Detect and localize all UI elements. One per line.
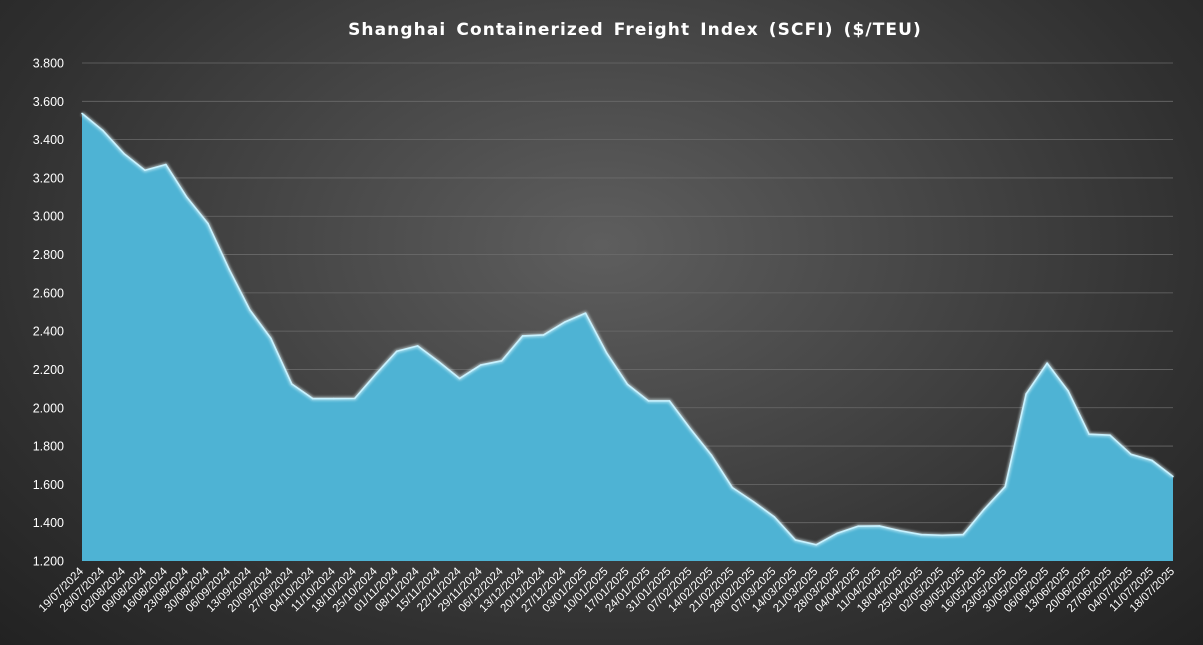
data-point <box>773 516 776 518</box>
y-tick-label: 3.000 <box>33 210 64 224</box>
data-point <box>584 312 587 314</box>
y-tick-label: 2.000 <box>33 401 64 415</box>
y-tick-label: 1.400 <box>33 516 64 530</box>
y-tick-label: 2.200 <box>33 363 64 377</box>
data-point <box>353 397 356 400</box>
y-tick-label: 1.200 <box>33 555 64 569</box>
data-point <box>1172 475 1174 478</box>
data-point <box>1109 434 1111 436</box>
data-point <box>186 196 188 199</box>
data-point <box>207 222 209 225</box>
data-point <box>1067 390 1069 392</box>
data-point <box>794 539 797 541</box>
data-point <box>395 350 398 353</box>
data-point <box>857 525 860 527</box>
y-tick-label: 3.800 <box>33 57 64 71</box>
data-point <box>1151 459 1153 462</box>
data-point <box>1025 393 1027 395</box>
data-point <box>836 532 839 535</box>
data-point <box>731 486 734 489</box>
data-point <box>941 534 944 537</box>
data-point <box>605 352 608 354</box>
data-point <box>521 335 524 337</box>
data-point <box>374 373 377 376</box>
data-point <box>626 383 629 386</box>
data-point <box>689 428 692 430</box>
data-point <box>416 345 419 347</box>
data-point <box>1088 433 1090 436</box>
data-point <box>123 152 125 155</box>
data-point <box>1004 485 1006 488</box>
data-point <box>228 267 230 270</box>
data-point <box>291 383 293 385</box>
y-tick-label: 1.600 <box>33 478 64 492</box>
data-point <box>270 337 272 340</box>
data-point <box>920 533 923 536</box>
area-fill <box>82 113 1173 562</box>
data-point <box>752 500 755 503</box>
y-tick-label: 2.600 <box>33 286 64 300</box>
data-point <box>81 112 83 115</box>
data-point <box>479 364 482 366</box>
data-point <box>165 163 167 166</box>
data-point <box>500 360 503 362</box>
y-tick-label: 1.800 <box>33 440 64 454</box>
data-point <box>437 360 440 363</box>
chart-title: Shanghai Containerized Freight Index (SC… <box>348 20 922 40</box>
data-point <box>249 309 251 311</box>
data-point <box>668 400 671 402</box>
data-point <box>899 529 902 532</box>
data-point <box>1046 362 1048 364</box>
x-axis: 19/07/202426/07/202402/08/202409/08/2024… <box>37 565 1177 615</box>
data-point <box>1130 453 1132 456</box>
y-tick-label: 3.600 <box>33 95 64 109</box>
y-tick-label: 2.400 <box>33 325 64 339</box>
data-point <box>647 400 650 402</box>
data-point <box>815 543 818 546</box>
data-point <box>458 377 461 380</box>
data-point <box>710 454 713 456</box>
data-point <box>144 169 146 172</box>
y-tick-label: 3.400 <box>33 133 64 147</box>
data-point <box>102 129 104 132</box>
y-tick-label: 3.200 <box>33 171 64 185</box>
data-point <box>983 508 985 511</box>
data-point <box>332 397 335 400</box>
data-point <box>563 321 566 323</box>
data-point <box>311 397 314 400</box>
data-point <box>962 533 964 536</box>
y-tick-label: 2.800 <box>33 248 64 262</box>
y-axis: 1.200 1.400 1.600 1.800 2.000 2.200 2.400 2.600… <box>33 57 64 569</box>
data-point <box>878 525 881 527</box>
area-series <box>80 111 1175 562</box>
data-point <box>542 334 545 336</box>
